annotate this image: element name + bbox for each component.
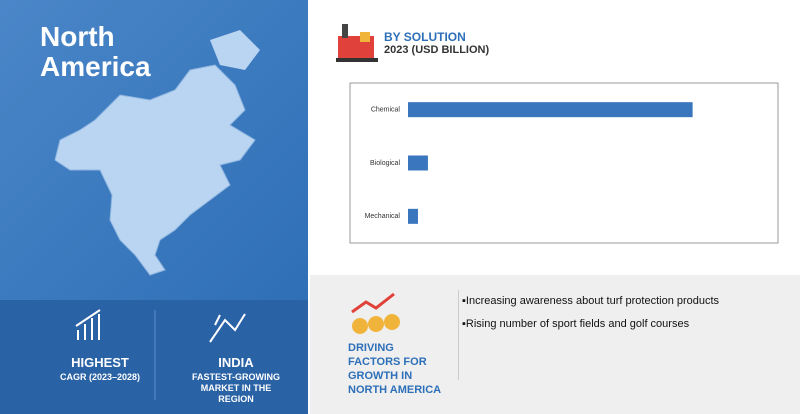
factory-icon bbox=[336, 24, 378, 62]
growth-icon bbox=[75, 309, 101, 340]
plot-frame bbox=[349, 82, 779, 244]
stat-sub: FASTEST-GROWING MARKET IN THE REGION bbox=[191, 372, 280, 404]
continent-shape bbox=[54, 64, 256, 276]
stats-panel bbox=[0, 300, 308, 414]
runner-icon bbox=[209, 313, 246, 343]
map bbox=[54, 30, 260, 276]
driver-text: Rising number of sport fields and golf c… bbox=[465, 318, 690, 330]
chart-title: BY SOLUTION bbox=[384, 30, 466, 44]
bar bbox=[408, 102, 693, 118]
bar-chart: Chemical Biological Mechanical bbox=[349, 82, 779, 244]
driver-item: ▪Increasing awareness about turf protect… bbox=[462, 295, 720, 307]
stat-head: INDIA bbox=[218, 355, 254, 370]
stats-icons bbox=[75, 309, 246, 400]
drivers-title: DRIVING FACTORS FOR GROWTH IN NORTH AMER… bbox=[348, 342, 442, 396]
y-tick-label: Mechanical bbox=[365, 213, 401, 220]
drivers-panel bbox=[310, 275, 800, 414]
bar bbox=[408, 155, 428, 171]
driver-item: ▪Rising number of sport fields and golf … bbox=[462, 318, 690, 330]
y-tick-label: Chemical bbox=[371, 107, 401, 114]
stat-head: HIGHEST bbox=[71, 355, 129, 370]
coins-icon bbox=[351, 292, 400, 334]
driver-text: Increasing awareness about turf protecti… bbox=[465, 295, 720, 307]
divider bbox=[458, 290, 459, 380]
bar bbox=[408, 208, 418, 224]
region-title: North America bbox=[40, 21, 151, 82]
stat-sub: CAGR (2023–2028) bbox=[59, 372, 141, 382]
y-tick-label: Biological bbox=[370, 160, 400, 167]
greenland-shape bbox=[210, 30, 260, 70]
chart-subtitle: 2023 (USD BILLION) bbox=[384, 44, 490, 56]
